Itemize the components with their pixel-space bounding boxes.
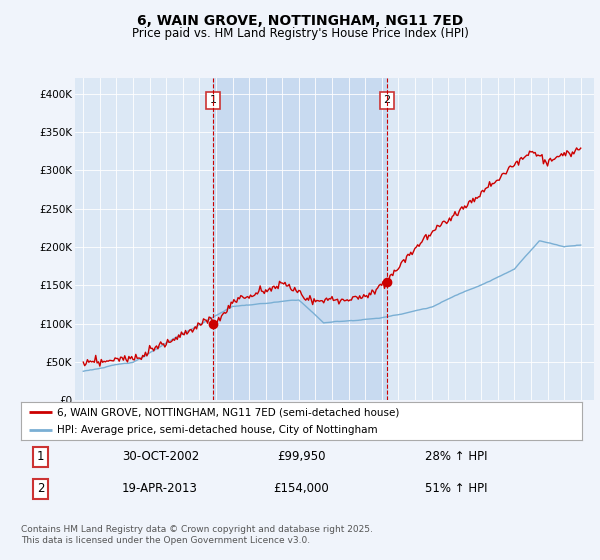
Text: 2: 2 — [37, 482, 44, 495]
Text: HPI: Average price, semi-detached house, City of Nottingham: HPI: Average price, semi-detached house,… — [58, 425, 378, 435]
Text: 30-OCT-2002: 30-OCT-2002 — [122, 450, 199, 463]
Text: £154,000: £154,000 — [274, 482, 329, 495]
Bar — [213, 78, 387, 400]
Text: 6, WAIN GROVE, NOTTINGHAM, NG11 7ED: 6, WAIN GROVE, NOTTINGHAM, NG11 7ED — [137, 14, 463, 28]
Text: 19-APR-2013: 19-APR-2013 — [122, 482, 198, 495]
Text: 6, WAIN GROVE, NOTTINGHAM, NG11 7ED (semi-detached house): 6, WAIN GROVE, NOTTINGHAM, NG11 7ED (sem… — [58, 407, 400, 417]
Text: 28% ↑ HPI: 28% ↑ HPI — [425, 450, 487, 463]
Text: £99,950: £99,950 — [277, 450, 326, 463]
Text: 1: 1 — [37, 450, 44, 463]
Text: Price paid vs. HM Land Registry's House Price Index (HPI): Price paid vs. HM Land Registry's House … — [131, 27, 469, 40]
Text: Contains HM Land Registry data © Crown copyright and database right 2025.
This d: Contains HM Land Registry data © Crown c… — [21, 525, 373, 545]
Text: 51% ↑ HPI: 51% ↑ HPI — [425, 482, 487, 495]
Text: 1: 1 — [209, 95, 217, 105]
Text: 2: 2 — [383, 95, 390, 105]
